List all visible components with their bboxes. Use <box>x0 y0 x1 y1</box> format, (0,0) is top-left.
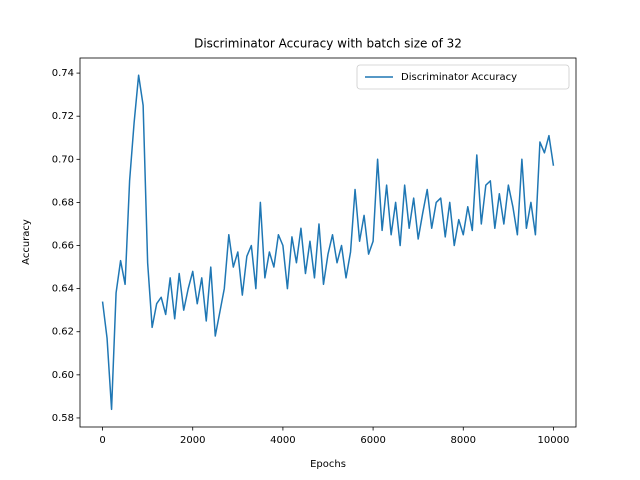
legend-label: Discriminator Accuracy <box>401 72 517 83</box>
y-tick-label: 0.58 <box>52 413 74 424</box>
x-tick-label: 2000 <box>180 435 205 446</box>
axes-frame <box>79 57 577 428</box>
x-axis-label: Epochs <box>310 459 346 470</box>
y-tick-label: 0.70 <box>52 154 74 165</box>
x-tick-label: 6000 <box>360 435 385 446</box>
data-line <box>101 74 555 411</box>
x-tick-label: 0 <box>99 435 105 446</box>
y-tick-label: 0.64 <box>52 284 74 295</box>
chart-title: Discriminator Accuracy with batch size o… <box>194 37 462 51</box>
y-tick-label: 0.66 <box>52 241 74 252</box>
legend-box <box>356 64 570 90</box>
y-tick-label: 0.62 <box>52 327 74 338</box>
y-tick-label: 0.60 <box>52 370 74 381</box>
x-tick-label: 8000 <box>451 435 476 446</box>
y-tick-label: 0.72 <box>52 111 74 122</box>
y-axis-label: Accuracy <box>21 219 32 265</box>
y-tick-label: 0.74 <box>52 68 74 79</box>
x-tick-label: 4000 <box>270 435 295 446</box>
y-tick-label: 0.68 <box>52 197 74 208</box>
x-tick-label: 10000 <box>538 435 570 446</box>
